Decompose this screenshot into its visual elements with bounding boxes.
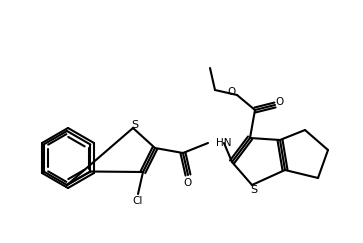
Text: HN: HN (216, 138, 232, 148)
Text: S: S (250, 185, 258, 195)
Text: O: O (228, 87, 236, 97)
Text: S: S (131, 120, 139, 130)
Text: O: O (276, 97, 284, 107)
Text: O: O (184, 178, 192, 188)
Text: Cl: Cl (133, 196, 143, 206)
